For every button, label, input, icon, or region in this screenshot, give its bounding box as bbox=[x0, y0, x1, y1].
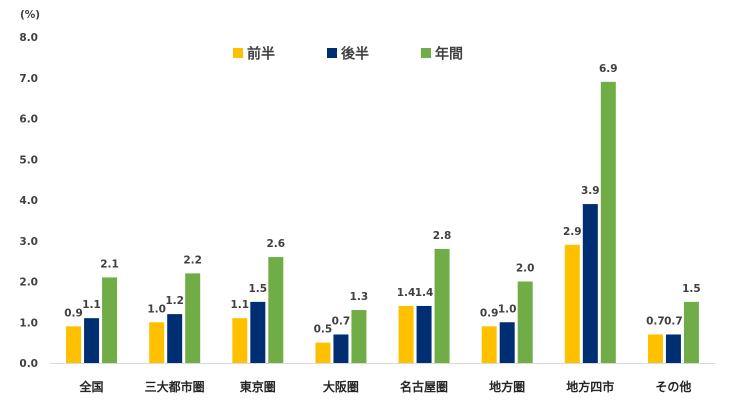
y-tick-label: 2.0 bbox=[19, 277, 38, 289]
bar bbox=[66, 326, 82, 363]
data-label: 0.9 bbox=[64, 307, 83, 319]
data-label: 3.9 bbox=[581, 185, 600, 197]
data-label: 1.5 bbox=[249, 283, 268, 295]
data-label: 1.0 bbox=[498, 303, 517, 315]
bar bbox=[564, 244, 580, 363]
y-tick-label: 4.0 bbox=[19, 195, 38, 207]
data-label: 1.3 bbox=[350, 291, 369, 303]
bar bbox=[600, 81, 616, 363]
data-label: 2.1 bbox=[100, 258, 119, 270]
bar bbox=[315, 342, 331, 363]
bar bbox=[683, 301, 699, 363]
category-label: 全国 bbox=[79, 379, 104, 394]
y-tick-label: 0.0 bbox=[19, 358, 38, 370]
data-label: 1.1 bbox=[82, 299, 101, 311]
bar bbox=[268, 257, 284, 363]
category-label: 東京圏 bbox=[240, 379, 276, 394]
bar bbox=[582, 204, 598, 363]
y-axis-unit-label: (%) bbox=[20, 9, 40, 21]
data-label: 0.5 bbox=[314, 324, 333, 336]
bar bbox=[333, 334, 349, 363]
data-label: 1.1 bbox=[231, 299, 250, 311]
data-label: 0.7 bbox=[664, 315, 683, 327]
data-label: 1.5 bbox=[682, 283, 701, 295]
category-label: 名古屋圏 bbox=[400, 379, 448, 394]
category-label: 三大都市圏 bbox=[145, 379, 205, 394]
data-label: 1.0 bbox=[147, 303, 166, 315]
data-label: 2.9 bbox=[563, 226, 582, 238]
data-label: 6.9 bbox=[599, 63, 618, 75]
bar bbox=[481, 326, 497, 363]
legend-label: 前半 bbox=[247, 46, 275, 63]
bar bbox=[517, 281, 533, 363]
y-axis: 0.0 1.0 2.0 3.0 4.0 5.0 6.0 7.0 8.0 bbox=[19, 32, 38, 370]
bar bbox=[416, 305, 432, 363]
y-tick-label: 7.0 bbox=[19, 73, 38, 85]
data-label: 2.2 bbox=[183, 254, 202, 266]
bar bbox=[84, 318, 100, 363]
legend-swatch bbox=[421, 48, 431, 58]
data-label: 1.4 bbox=[397, 287, 416, 299]
legend-label: 後半 bbox=[341, 46, 369, 63]
legend-swatch bbox=[327, 48, 337, 58]
category-label: 大阪圏 bbox=[323, 379, 359, 394]
y-tick-label: 8.0 bbox=[19, 32, 38, 44]
data-label: 2.8 bbox=[433, 230, 452, 242]
data-label: 0.9 bbox=[480, 307, 499, 319]
category-label: 地方四市 bbox=[566, 379, 614, 394]
legend-swatch bbox=[233, 48, 243, 58]
bar bbox=[499, 322, 515, 363]
legend-label: 年間 bbox=[435, 46, 463, 63]
x-axis: 全国 三大都市圏 東京圏 大阪圏 名古屋圏 地方圏 地方四市 その他 bbox=[50, 363, 715, 394]
bars-group: 0.91.12.11.01.22.21.11.52.60.50.71.3 1.4 1… bbox=[64, 63, 701, 363]
bar bbox=[232, 318, 248, 363]
bar bbox=[102, 277, 118, 363]
data-label: 1.2 bbox=[165, 295, 184, 307]
bar bbox=[167, 314, 183, 363]
category-label: 地方圏 bbox=[489, 379, 525, 394]
bar bbox=[351, 310, 367, 363]
data-label: 0.7 bbox=[332, 315, 351, 327]
bar bbox=[434, 248, 450, 363]
data-label: 0.7 bbox=[646, 315, 665, 327]
data-label: 2.6 bbox=[267, 238, 286, 250]
data-label: 1.4 bbox=[415, 287, 434, 299]
y-tick-label: 5.0 bbox=[19, 154, 38, 166]
y-tick-label: 6.0 bbox=[19, 114, 38, 126]
bar bbox=[149, 322, 165, 363]
y-tick-label: 1.0 bbox=[19, 317, 38, 329]
bar bbox=[665, 334, 681, 363]
y-tick-label: 3.0 bbox=[19, 236, 38, 248]
bar bbox=[398, 305, 414, 363]
bar bbox=[647, 334, 663, 363]
category-label: その他 bbox=[655, 379, 691, 394]
data-label: 2.0 bbox=[516, 263, 535, 275]
bar bbox=[185, 273, 201, 363]
legend: 前半 後半 年間 bbox=[233, 46, 463, 63]
bar bbox=[250, 301, 266, 363]
